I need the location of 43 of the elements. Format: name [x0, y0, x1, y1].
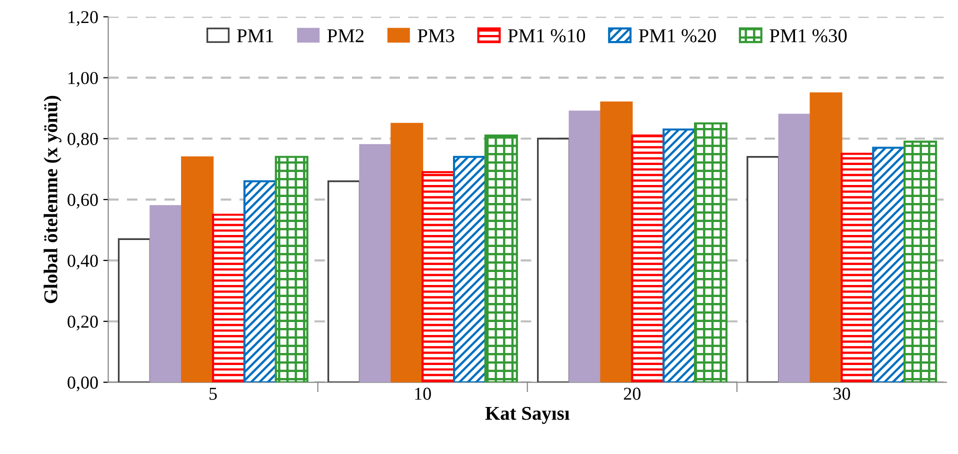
bar	[212, 214, 246, 382]
legend-label: PM1	[237, 29, 274, 42]
y-tick-label: 0,00	[68, 376, 98, 392]
bar	[327, 180, 361, 382]
bar	[694, 122, 728, 382]
x-tick-label: 5	[210, 388, 217, 400]
bar	[537, 138, 570, 382]
y-tick-label: 0,80	[68, 132, 98, 148]
x-tick-label: 10	[415, 388, 431, 400]
bar	[359, 144, 392, 382]
x-tick-label: 20	[624, 388, 640, 400]
y-tick-label: 0,40	[68, 254, 98, 270]
y-tick-label: 1,20	[68, 11, 98, 26]
x-axis-title: Kat Sayısı	[485, 406, 570, 424]
bar	[274, 156, 308, 382]
legend-label: PM1 %20	[638, 29, 716, 42]
bar	[390, 122, 424, 382]
bar	[662, 128, 696, 382]
bar	[600, 102, 633, 382]
bar	[452, 156, 487, 382]
legend-label: PM1 %30	[770, 29, 847, 42]
legend-label: PM1 %10	[508, 29, 586, 42]
bar	[181, 156, 214, 382]
x-tick-label: 30	[834, 388, 850, 400]
bar	[568, 110, 602, 382]
bar	[778, 114, 811, 382]
legend-label: PM2	[327, 29, 364, 42]
bar	[150, 205, 182, 382]
bar	[243, 180, 277, 382]
bar	[631, 134, 665, 382]
y-tick-label: 0,20	[68, 316, 98, 330]
bar	[422, 171, 456, 382]
y-axis-title: Global ötelenme (x yönü)	[44, 96, 62, 304]
bar	[840, 152, 874, 382]
y-tick-label: 1,00	[68, 72, 98, 87]
bar	[872, 146, 906, 382]
bar	[904, 140, 938, 382]
bar	[118, 238, 151, 382]
bar	[810, 92, 842, 382]
bar	[484, 134, 518, 382]
y-tick-label: 0,60	[68, 194, 98, 209]
legend-label: PM3	[418, 29, 454, 42]
bar	[746, 156, 780, 382]
